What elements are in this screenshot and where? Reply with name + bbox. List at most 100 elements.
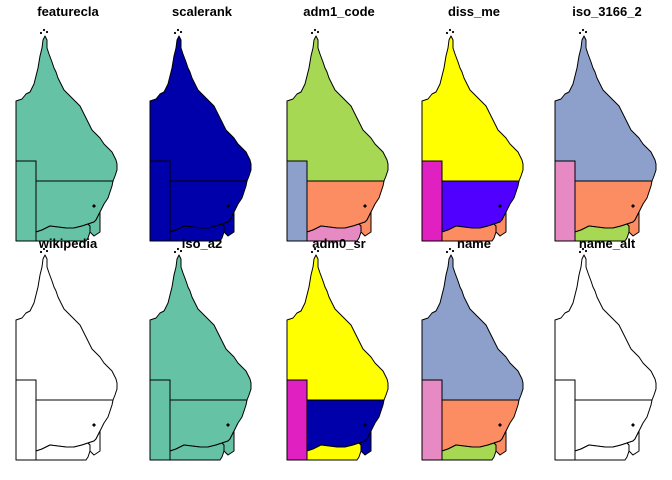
map-region <box>149 379 171 461</box>
map-region <box>554 254 657 401</box>
map-region <box>493 430 507 456</box>
island-mark <box>316 249 320 253</box>
island-mark <box>310 250 314 254</box>
island-mark <box>578 31 582 35</box>
map-region <box>441 442 497 461</box>
map-region <box>306 399 385 452</box>
island-mark <box>92 204 96 208</box>
map-panel-iso-a2: iso_a2 <box>149 236 252 461</box>
map-region <box>35 180 114 233</box>
panel-title: adm1_code <box>303 4 375 19</box>
map-region <box>574 180 653 233</box>
island-mark <box>39 250 43 254</box>
map-region <box>286 35 389 182</box>
island-mark <box>92 423 96 427</box>
island-mark <box>176 247 180 251</box>
island-mark <box>313 28 317 32</box>
island-mark <box>42 247 46 251</box>
island-mark <box>173 31 177 35</box>
map-region <box>441 180 520 233</box>
panel-title: diss_me <box>448 4 500 19</box>
map-region <box>554 35 657 182</box>
panel-title: iso_3166_2 <box>572 4 641 19</box>
island-mark <box>313 247 317 251</box>
map-region <box>306 223 362 242</box>
map-region <box>421 160 443 242</box>
map-region <box>286 254 389 401</box>
island-mark <box>39 31 43 35</box>
island-mark <box>179 30 183 34</box>
island-mark <box>498 204 502 208</box>
map-region <box>421 379 443 461</box>
map-region <box>554 160 576 242</box>
island-mark <box>631 204 635 208</box>
map-region <box>35 442 91 461</box>
map-region <box>15 35 118 182</box>
panel-title: iso_a2 <box>182 236 222 251</box>
map-region <box>306 180 385 233</box>
island-mark <box>42 28 46 32</box>
map-region <box>87 211 101 237</box>
panel-title: name_alt <box>579 236 636 251</box>
map-region <box>286 160 308 242</box>
map-region <box>554 379 576 461</box>
map-panel-iso-3166-2: iso_3166_2 <box>554 4 657 242</box>
island-mark <box>631 423 635 427</box>
island-mark <box>316 30 320 34</box>
map-region <box>149 160 171 242</box>
island-mark <box>226 423 230 427</box>
panel-title: wikipedia <box>38 236 98 251</box>
island-mark <box>173 250 177 254</box>
map-panels: featurecla scalerank adm1_code diss_me iso_3… <box>15 4 657 461</box>
island-mark <box>578 250 582 254</box>
map-region <box>574 399 653 452</box>
island-mark <box>310 31 314 35</box>
map-region <box>306 442 362 461</box>
map-region <box>169 180 248 233</box>
island-mark <box>226 204 230 208</box>
map-region <box>286 379 308 461</box>
island-mark <box>363 423 367 427</box>
map-region <box>149 35 252 182</box>
map-region <box>626 211 640 237</box>
map-region <box>15 160 37 242</box>
map-panel-wikipedia: wikipedia <box>15 236 118 461</box>
island-mark <box>179 249 183 253</box>
map-region <box>421 254 524 401</box>
map-region <box>358 430 372 456</box>
map-region <box>574 442 630 461</box>
map-panel-adm1-code: adm1_code <box>286 4 389 242</box>
map-region <box>421 35 524 182</box>
island-mark <box>176 28 180 32</box>
island-mark <box>581 28 585 32</box>
island-mark <box>445 31 449 35</box>
island-mark <box>581 247 585 251</box>
island-mark <box>584 249 588 253</box>
map-panel-name-alt: name_alt <box>554 236 657 461</box>
map-region <box>35 223 91 242</box>
map-panel-name: name <box>421 236 524 461</box>
panel-title: featurecla <box>37 4 99 19</box>
panel-title: scalerank <box>172 4 233 19</box>
map-region <box>626 430 640 456</box>
map-region <box>493 211 507 237</box>
island-mark <box>448 28 452 32</box>
map-region <box>169 399 248 452</box>
map-panel-adm0-sr: adm0_sr <box>286 236 389 461</box>
map-region <box>221 430 235 456</box>
island-mark <box>451 30 455 34</box>
map-panel-scalerank: scalerank <box>149 4 252 242</box>
map-region <box>441 223 497 242</box>
map-region <box>358 211 372 237</box>
island-mark <box>448 247 452 251</box>
map-region <box>441 399 520 452</box>
panel-title: adm0_sr <box>312 236 365 251</box>
map-region <box>35 399 114 452</box>
island-mark <box>498 423 502 427</box>
map-region <box>15 379 37 461</box>
map-region <box>169 442 225 461</box>
map-region <box>149 254 252 401</box>
map-region <box>15 254 118 401</box>
map-region <box>87 430 101 456</box>
map-panel-diss-me: diss_me <box>421 4 524 242</box>
